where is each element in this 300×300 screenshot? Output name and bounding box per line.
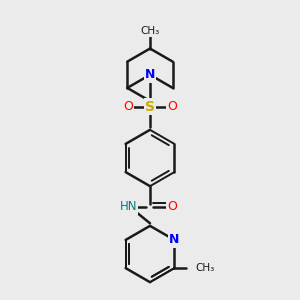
Text: N: N	[145, 68, 155, 81]
Text: N: N	[169, 233, 180, 246]
Text: CH₃: CH₃	[195, 263, 214, 273]
Text: O: O	[167, 100, 177, 113]
Text: S: S	[145, 100, 155, 114]
Text: CH₃: CH₃	[140, 26, 160, 36]
Text: O: O	[167, 200, 177, 214]
Text: O: O	[123, 100, 133, 113]
Text: HN: HN	[119, 200, 137, 214]
